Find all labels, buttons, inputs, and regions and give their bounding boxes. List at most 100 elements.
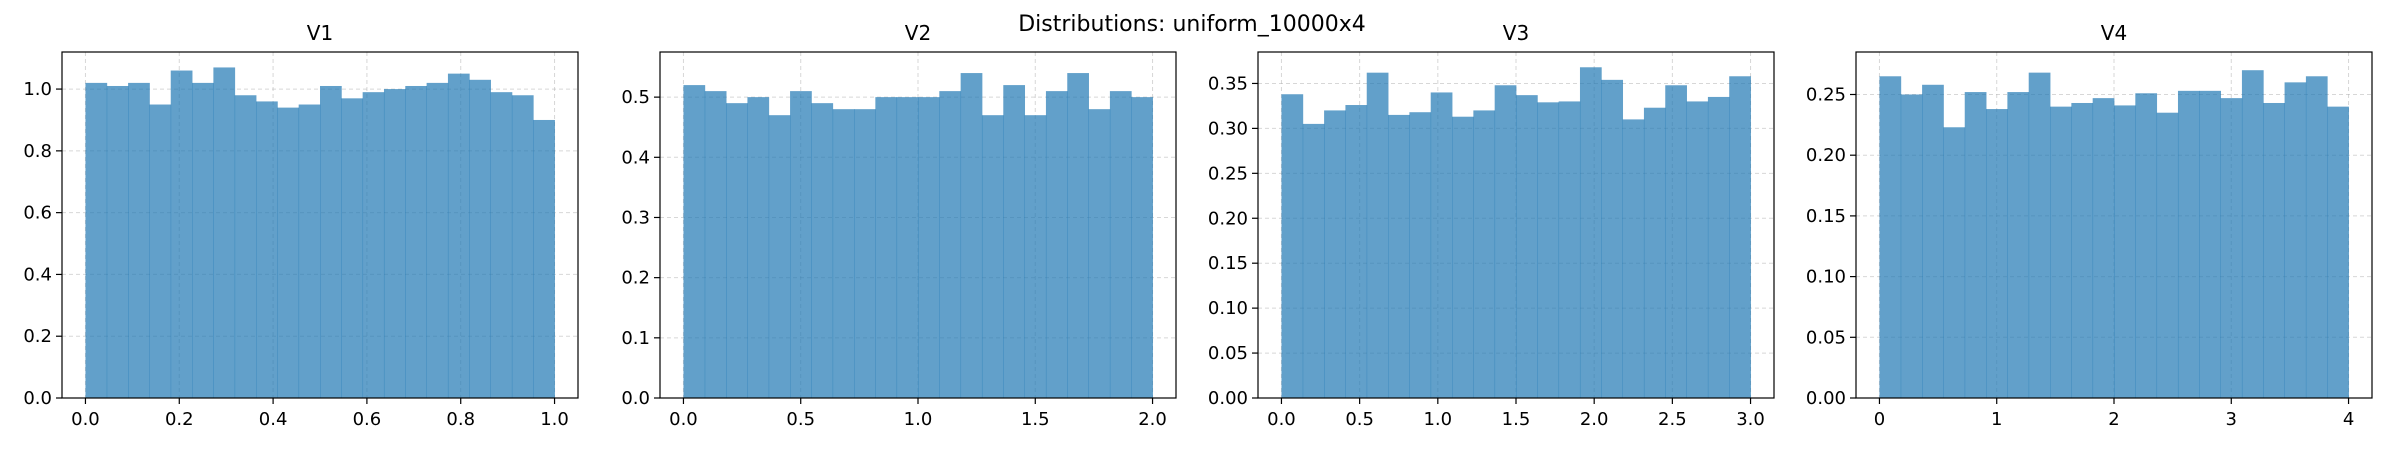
histogram-bar <box>1707 96 1730 399</box>
y-tick-label: 0.5 <box>621 87 650 108</box>
histogram-bar <box>469 79 491 398</box>
y-tick-label: 0.4 <box>621 147 650 168</box>
y-tick-label: 0.00 <box>1806 388 1846 409</box>
x-tick-label: 0.0 <box>1267 409 1296 430</box>
histogram-bar <box>1922 84 1944 399</box>
x-tick-label: 1.0 <box>1423 409 1452 430</box>
histogram-bar <box>533 119 555 398</box>
x-tick-label: 0.5 <box>1345 409 1374 430</box>
histogram-bar <box>1088 109 1111 398</box>
histogram-bar <box>405 85 428 398</box>
histogram-bar <box>341 98 364 398</box>
histogram-bar <box>256 101 278 398</box>
histogram-bar <box>1516 95 1538 398</box>
y-tick-label: 0.8 <box>23 141 52 162</box>
x-tick-label: 0.2 <box>165 409 194 430</box>
subplot-2: 0.0 0.1 0.2 0.3 0.4 0.5 0.0 0.5 1.0 1.5 2.0 V2 <box>621 21 1177 430</box>
x-tick-label: 1 <box>1991 409 2002 430</box>
histogram-bar <box>2199 90 2222 398</box>
histogram-bar <box>896 97 919 398</box>
x-tick-label: 4 <box>2343 409 2354 430</box>
y-tick-label: 0.4 <box>23 264 52 285</box>
y-tick-label: 0.2 <box>621 268 650 289</box>
x-tick-label: 0.4 <box>259 409 288 430</box>
histogram-bar <box>1986 109 2008 399</box>
histogram-bar <box>1943 127 1966 398</box>
y-tick-label: 0.6 <box>23 203 52 224</box>
histogram-bar <box>939 91 962 399</box>
histogram-bar <box>704 91 727 399</box>
y-tick-label: 0.30 <box>1208 118 1248 139</box>
histogram-bar <box>1024 115 1047 398</box>
histogram-bar <box>2028 72 2051 398</box>
histogram-bar <box>1409 112 1432 399</box>
histogram-bar <box>1473 110 1496 398</box>
histogram-bar <box>2284 82 2307 398</box>
histogram-bar <box>1729 76 1751 398</box>
y-tick-label: 0.20 <box>1806 145 1846 166</box>
histogram-bar <box>2050 106 2072 398</box>
subplot-4: 0.00 0.05 0.10 0.15 0.20 0.25 0 1 2 3 4 V4 <box>1806 21 2373 430</box>
y-tick-label: 0.15 <box>1208 253 1248 274</box>
histogram-bar <box>1131 97 1153 398</box>
subplot-3: 0.00 0.05 0.10 0.15 0.20 0.25 0.30 0.35 0.0 0.5 1.… <box>1208 21 1775 430</box>
x-tick-label: 2.0 <box>1580 409 1609 430</box>
histogram-bar <box>426 82 449 399</box>
histogram-bar <box>511 95 534 398</box>
histogram-bar <box>1643 107 1666 398</box>
y-tick-label: 0.00 <box>1208 388 1248 409</box>
y-tick-label: 0.0 <box>23 388 52 409</box>
histogram-bar <box>1366 72 1389 398</box>
x-tick-label: 0.5 <box>786 409 815 430</box>
x-tick-label: 0.0 <box>669 409 698 430</box>
x-tick-label: 0.0 <box>71 409 100 430</box>
histogram-bar <box>106 85 129 398</box>
histogram-bar <box>875 97 898 398</box>
subplot-title: V4 <box>2101 21 2127 45</box>
histogram-bar <box>1388 114 1410 398</box>
x-tick-label: 3 <box>2226 409 2237 430</box>
y-tick-label: 0.10 <box>1208 298 1248 319</box>
x-tick-label: 2.5 <box>1658 409 1687 430</box>
histogram-bar <box>854 109 876 398</box>
x-tick-label: 2.0 <box>1138 409 1167 430</box>
y-tick-label: 0.0 <box>621 388 650 409</box>
histogram-bar <box>1964 92 1987 398</box>
histogram-bar <box>128 82 150 399</box>
y-tick-label: 0.25 <box>1806 84 1846 105</box>
histogram-bar <box>149 104 172 399</box>
histogram-bar <box>1345 105 1368 398</box>
histogram-bar <box>1558 101 1581 398</box>
histogram-bar <box>1067 73 1089 399</box>
histogram-bar <box>277 107 300 398</box>
histogram-bar <box>832 109 855 398</box>
histogram-bar <box>2007 92 2030 398</box>
histogram-bar <box>1302 123 1325 398</box>
x-tick-label: 1.5 <box>1021 409 1050 430</box>
subplot-title: V1 <box>307 21 333 45</box>
histogram-bar <box>683 85 706 399</box>
histogram-bar <box>213 67 236 399</box>
y-tick-label: 0.10 <box>1806 267 1846 288</box>
histogram-bar <box>747 97 770 398</box>
y-tick-label: 0.25 <box>1208 163 1248 184</box>
histogram-bar <box>1665 85 1687 398</box>
histogram-bar <box>1494 85 1517 398</box>
y-tick-label: 0.1 <box>621 328 650 349</box>
histogram-bar <box>1686 101 1709 398</box>
histogram-bar <box>2135 93 2158 398</box>
y-tick-label: 0.3 <box>621 207 650 228</box>
x-tick-label: 3.0 <box>1736 409 1765 430</box>
histogram-bar <box>2177 90 2200 398</box>
subplot-title: V2 <box>905 21 931 45</box>
histogram-bar <box>1281 94 1304 399</box>
histogram-bar <box>490 92 513 399</box>
histogram-bar <box>2156 112 2179 398</box>
histogram-bar <box>960 73 983 399</box>
histogram-bar <box>2092 98 2115 398</box>
y-tick-label: 0.05 <box>1806 327 1846 348</box>
axes-frame <box>61 51 579 399</box>
histogram-bar <box>726 103 748 398</box>
